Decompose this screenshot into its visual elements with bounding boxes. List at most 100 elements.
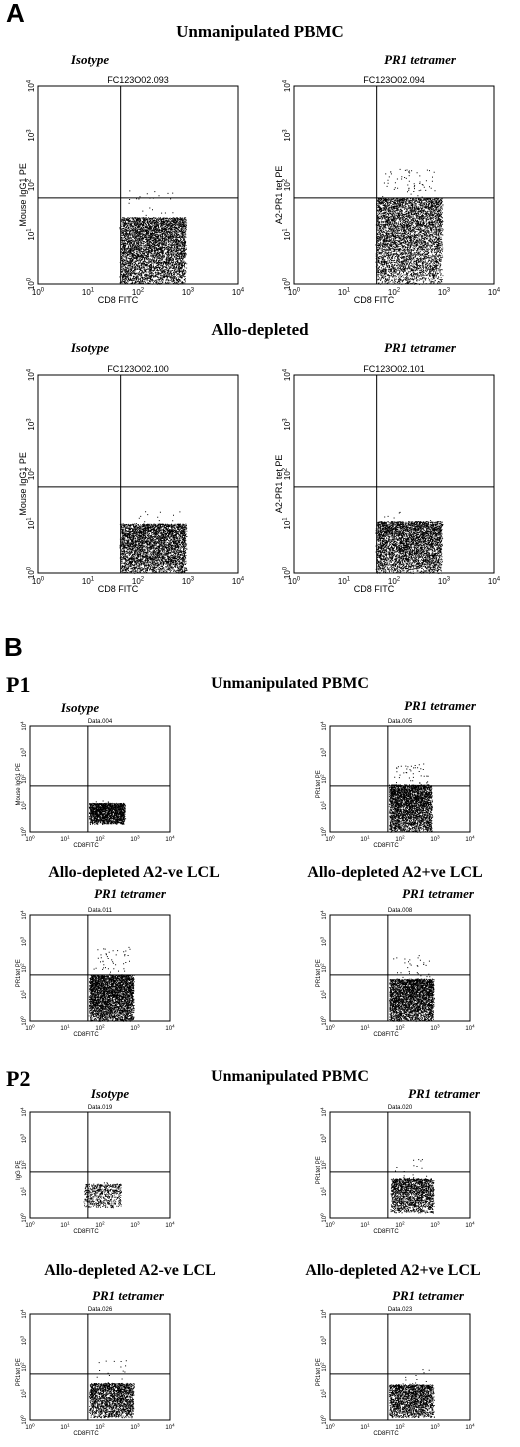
x-axis-label: CD8FITC <box>73 1032 99 1038</box>
y-tick-label: 101 <box>282 517 292 530</box>
x-axis-label: CD8FITC <box>73 1431 99 1437</box>
x-tick-label: 103 <box>130 1220 140 1229</box>
y-tick-label: 102 <box>19 774 28 784</box>
p1-label: P1 <box>6 672 31 697</box>
x-tick-label: 104 <box>465 1220 475 1229</box>
x-tick-label: 101 <box>82 576 95 586</box>
x-tick-label: 102 <box>395 1220 405 1229</box>
p1-row2-right-title: Allo-depleted A2+ve LCL <box>307 864 483 881</box>
plot-frame <box>29 914 171 1022</box>
x-tick-label: 102 <box>95 834 105 843</box>
p1-row2-left-title: Allo-depleted A2-ve LCL <box>48 864 220 881</box>
y-tick-label: 100 <box>282 277 292 290</box>
x-tick-label: 100 <box>32 287 45 297</box>
flow-plot-p2-2: Data.020 100 100 101 101 102 102 103 103 104 104 CD… <box>300 1100 500 1240</box>
x-tick-label: 103 <box>430 1023 440 1032</box>
panel-b-letter: B <box>4 632 23 662</box>
x-tick-label: 102 <box>395 1422 405 1431</box>
y-tick-label: 104 <box>319 910 328 920</box>
y-axis-label: Mouse IgG1 PE <box>16 763 22 805</box>
y-tick-label: 101 <box>19 800 28 810</box>
p2-plot2-stain: PR1 tetramer <box>408 1086 480 1101</box>
event-dots <box>88 1360 135 1419</box>
y-tick-label: 103 <box>19 936 28 946</box>
x-tick-label: 101 <box>360 1023 370 1032</box>
y-tick-label: 103 <box>319 1335 328 1345</box>
plot-frame <box>37 85 239 285</box>
x-axis-label: CD8FITC <box>373 1032 399 1038</box>
y-tick-label: 102 <box>282 467 292 480</box>
y-tick-label: 103 <box>19 747 28 757</box>
file-name-label: Data.026 <box>88 1307 113 1313</box>
y-tick-label: 103 <box>319 936 328 946</box>
y-tick-label: 103 <box>26 129 36 142</box>
y-tick-label: 102 <box>19 1362 28 1372</box>
file-name-label: FC123O02.101 <box>363 364 425 374</box>
p1-plot3-stain: PR1 tetramer <box>94 886 166 901</box>
p1-plot2-stain: PR1 tetramer <box>404 698 476 713</box>
file-name-label: FC123O02.100 <box>107 364 169 374</box>
x-tick-label: 102 <box>388 576 401 586</box>
panel-a-row1-title: Unmanipulated PBMC <box>176 22 344 41</box>
y-tick-label: 101 <box>319 1186 328 1196</box>
y-tick-label: 101 <box>282 228 292 241</box>
y-tick-label: 101 <box>319 989 328 999</box>
x-tick-label: 103 <box>430 834 440 843</box>
file-name-label: Data.023 <box>388 1307 413 1313</box>
x-tick-label: 104 <box>465 1023 475 1032</box>
x-axis-label: CD8 FITC <box>354 584 395 594</box>
x-tick-label: 100 <box>325 1220 335 1229</box>
y-tick-label: 104 <box>319 1309 328 1319</box>
flow-plot-p1-3: Data.011 100 100 101 101 102 102 103 103 104 104 CD… <box>0 903 200 1043</box>
plot-a2-stain: PR1 tetramer <box>384 52 456 67</box>
y-axis-label: PR1tet PE <box>16 1358 22 1386</box>
x-tick-label: 101 <box>338 576 351 586</box>
y-tick-label: 101 <box>319 800 328 810</box>
x-axis-label: CD8FITC <box>373 1431 399 1437</box>
y-tick-label: 103 <box>319 1133 328 1143</box>
y-tick-label: 100 <box>319 1016 328 1026</box>
panel-a-letter: A <box>6 0 25 28</box>
x-tick-label: 103 <box>130 1023 140 1032</box>
y-axis-label: PR1tet PE <box>316 959 322 987</box>
plot-a1-stain: Isotype <box>70 52 110 67</box>
file-name-label: Data.005 <box>388 719 413 725</box>
flow-plot-p2-1: Data.019 100 100 101 101 102 102 103 103 104 104 CD… <box>0 1100 200 1240</box>
y-axis-label: PR1tet PE <box>316 1358 322 1386</box>
x-tick-label: 104 <box>465 1422 475 1431</box>
flow-plot-a1: FC123O02.093 100 100 101 101 102 102 103 103 104 1… <box>0 68 256 318</box>
event-dots <box>390 1159 435 1214</box>
flow-plot-p1-2: Data.005 100 100 101 101 102 102 103 103 104 104 CD… <box>300 714 500 854</box>
p2-row2-right-title: Allo-depleted A2+ve LCL <box>305 1262 481 1279</box>
x-tick-label: 100 <box>25 1023 35 1032</box>
y-tick-label: 100 <box>19 1016 28 1026</box>
x-tick-label: 100 <box>25 1422 35 1431</box>
y-tick-label: 103 <box>282 418 292 431</box>
flow-plot-a2: FC123O02.094 100 100 101 101 102 102 103 103 104 1… <box>256 68 512 318</box>
y-tick-label: 101 <box>19 1388 28 1398</box>
x-axis-label: CD8 FITC <box>98 584 139 594</box>
y-tick-label: 104 <box>19 1107 28 1117</box>
event-dots <box>119 511 188 574</box>
x-axis-label: CD8 FITC <box>98 295 139 305</box>
y-tick-label: 104 <box>19 721 28 731</box>
x-tick-label: 101 <box>82 287 95 297</box>
y-tick-label: 102 <box>319 963 328 973</box>
plot-frame <box>329 1313 471 1421</box>
file-name-label: FC123O02.093 <box>107 75 169 85</box>
x-tick-label: 100 <box>288 576 301 586</box>
flow-plot-a4: FC123O02.101 100 100 101 101 102 102 103 103 104 1… <box>256 357 512 607</box>
y-tick-label: 101 <box>26 228 36 241</box>
event-dots <box>389 955 435 1022</box>
y-axis-label: PR1tet PE <box>16 959 22 987</box>
x-tick-label: 104 <box>488 287 501 297</box>
y-axis-label: IgG PE <box>16 1161 22 1180</box>
event-dots <box>375 168 444 285</box>
y-tick-label: 103 <box>282 129 292 142</box>
event-dots <box>375 511 444 574</box>
y-tick-label: 104 <box>26 368 36 381</box>
